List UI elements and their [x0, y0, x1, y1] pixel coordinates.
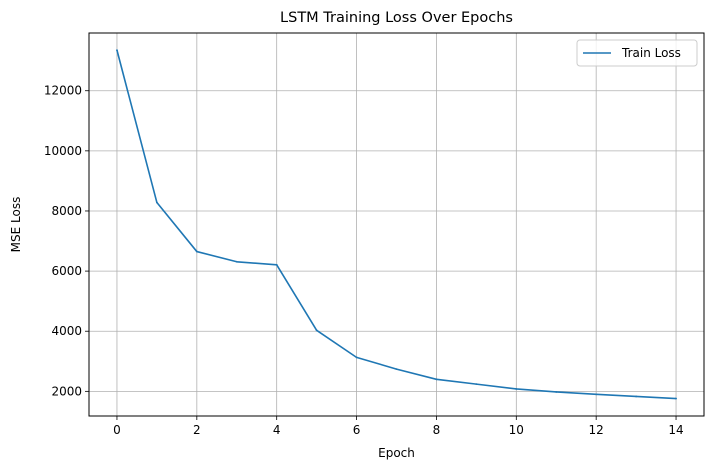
y-tick-label: 12000 [44, 84, 82, 98]
legend: Train Loss [576, 39, 698, 67]
plot-frame [88, 32, 705, 417]
data-point [275, 263, 278, 266]
data-point [635, 395, 638, 398]
ticks: 0 2 4 6 8 10 12 14 2000 4000 6000 8000 10000 12000 [44, 84, 684, 437]
y-tick-label: 2000 [51, 384, 82, 398]
x-tick-label: 14 [668, 423, 683, 437]
chart-title: LSTM Training Loss Over Epochs [280, 10, 513, 26]
data-point [195, 250, 198, 253]
data-point [555, 391, 558, 393]
y-tick-label: 10000 [44, 144, 82, 158]
y-tick-label: 8000 [51, 204, 82, 218]
x-tick-label: 2 [193, 423, 201, 437]
data-point [355, 356, 358, 359]
series-layer [116, 49, 677, 400]
legend-label-train-loss: Train Loss [621, 46, 681, 60]
x-tick-label: 6 [353, 423, 361, 437]
y-axis-label: MSE Loss [9, 197, 23, 253]
data-point [395, 368, 398, 371]
data-point [235, 260, 238, 263]
data-point [515, 388, 518, 390]
y-tick-label: 4000 [51, 324, 82, 338]
data-point [315, 329, 318, 332]
grid [89, 33, 704, 416]
data-point [675, 397, 677, 400]
x-tick-label: 8 [433, 423, 441, 437]
x-tick-label: 0 [113, 423, 121, 437]
data-point [435, 378, 438, 381]
legend-box [576, 39, 698, 67]
data-point [595, 393, 598, 396]
x-tick-label: 12 [589, 423, 604, 437]
y-tick-label: 6000 [51, 264, 82, 278]
x-tick-label: 10 [509, 423, 524, 437]
data-point [116, 49, 118, 52]
data-point [155, 201, 158, 204]
x-axis-label: Epoch [378, 446, 415, 460]
x-tick-label: 4 [273, 423, 281, 437]
data-point [475, 383, 478, 386]
